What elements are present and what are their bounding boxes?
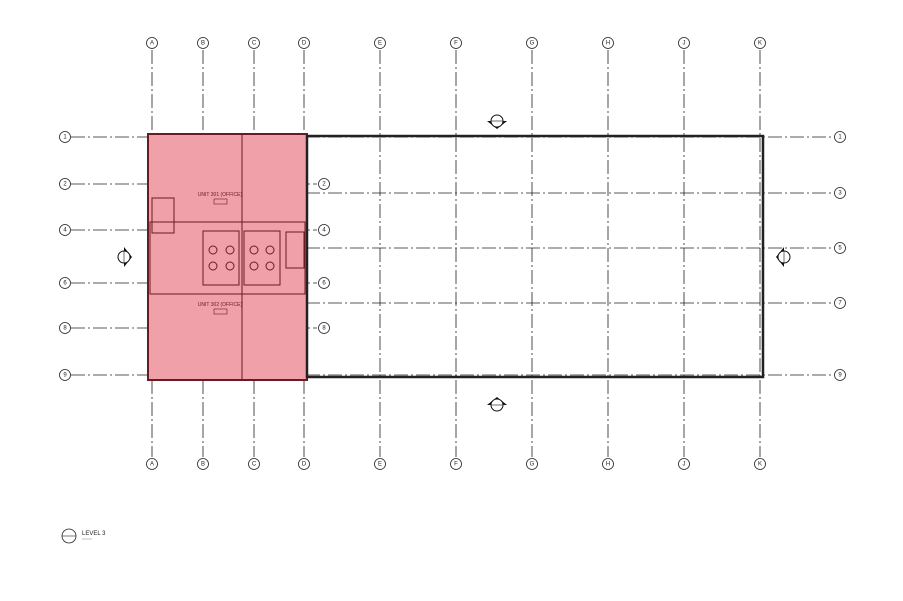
grid-bubble-left-2: 2 — [59, 178, 71, 190]
grid-bubble-right-9-label: 9 — [838, 373, 842, 379]
grid-bubble-top-H-label: H — [606, 41, 610, 47]
grid-bubble-mid-4: 4 — [318, 224, 330, 236]
unit-302-label: UNIT 302 (OFFICE) — [198, 302, 243, 308]
grid-bubble-mid-8-label: 8 — [322, 326, 326, 332]
grid-bubble-mid-2: 2 — [318, 178, 330, 190]
grid-bubble-top-A: A — [146, 37, 158, 49]
grid-bubble-right-5: 5 — [834, 242, 846, 254]
grid-bubble-bottom-J-label: J — [683, 462, 686, 468]
grid-bubble-bottom-E: E — [374, 458, 386, 470]
grid-bubble-left-1-label: 1 — [63, 135, 67, 141]
grid-bubble-top-B-label: B — [201, 41, 205, 47]
section-marker-3 — [117, 247, 132, 267]
grid-bubble-top-E-label: E — [378, 41, 382, 47]
grid-bubble-top-E: E — [374, 37, 386, 49]
unit-301-label: UNIT 301 (OFFICE) — [198, 192, 243, 198]
grid-bubble-left-4: 4 — [59, 224, 71, 236]
grid-bubble-mid-2-label: 2 — [322, 182, 326, 188]
grid-bubble-top-K-label: K — [758, 41, 762, 47]
grid-bubble-bottom-H: H — [602, 458, 614, 470]
grid-bubble-bottom-K-label: K — [758, 462, 762, 468]
section-markers — [117, 114, 791, 412]
grid-bubble-bottom-F-label: F — [454, 462, 458, 468]
grid-bubble-top-B: B — [197, 37, 209, 49]
grid-bubble-top-C: C — [248, 37, 260, 49]
grid-bubble-top-D: D — [298, 37, 310, 49]
grid-bubble-bottom-G-label: G — [530, 462, 535, 468]
grid-bubble-bottom-J: J — [678, 458, 690, 470]
grid-bubble-top-F-label: F — [454, 41, 458, 47]
grid-bubble-top-G: G — [526, 37, 538, 49]
grid-bubble-left-8: 8 — [59, 322, 71, 334]
grid-bubble-top-J: J — [678, 37, 690, 49]
grid-bubble-bottom-E-label: E — [378, 462, 382, 468]
grid-bubble-mid-6-label: 6 — [322, 281, 326, 287]
grid-bubble-mid-8: 8 — [318, 322, 330, 334]
grid-bubble-bottom-D-label: D — [302, 462, 307, 468]
grid-lines: A A B B C C D D E E F F G G H H J J K K 1 2 4 6 8 9 2 4 6 8 1 3 5 7 9 — [59, 37, 846, 470]
building-outline — [305, 134, 765, 379]
grid-bubble-right-1: 1 — [834, 131, 846, 143]
grid-bubble-left-2-label: 2 — [63, 182, 67, 188]
unit-301-tag — [213, 198, 228, 205]
grid-bubble-top-A-label: A — [150, 41, 154, 47]
view-title: LEVEL 3 — [61, 528, 106, 544]
grid-bubble-top-K: K — [754, 37, 766, 49]
grid-bubble-left-4-label: 4 — [63, 228, 67, 234]
grid-bubble-right-7-label: 7 — [838, 301, 842, 307]
grid-bubble-left-6-label: 6 — [63, 281, 67, 287]
grid-bubble-bottom-A: A — [146, 458, 158, 470]
grid-bubble-top-C-label: C — [252, 41, 257, 47]
grid-bubble-top-H: H — [602, 37, 614, 49]
grid-bubble-bottom-B: B — [197, 458, 209, 470]
grid-bubble-bottom-C: C — [248, 458, 260, 470]
grid-bubble-right-7: 7 — [834, 297, 846, 309]
grid-bubble-left-6: 6 — [59, 277, 71, 289]
grid-bubble-bottom-K: K — [754, 458, 766, 470]
grid-bubble-left-8-label: 8 — [63, 326, 67, 332]
grid-bubble-right-3-label: 3 — [838, 191, 842, 197]
unit-302-tag — [213, 308, 228, 315]
grid-bubble-mid-4-label: 4 — [322, 228, 326, 234]
grid-bubble-bottom-H-label: H — [606, 462, 610, 468]
grid-bubble-top-F: F — [450, 37, 462, 49]
grid-bubble-bottom-C-label: C — [252, 462, 257, 468]
grid-bubble-left-1: 1 — [59, 131, 71, 143]
grid-bubble-bottom-G: G — [526, 458, 538, 470]
grid-bubble-mid-6: 6 — [318, 277, 330, 289]
view-title-label: LEVEL 3 — [82, 531, 106, 537]
core-walls — [149, 134, 306, 380]
section-marker-1 — [487, 114, 507, 129]
grid-bubble-right-5-label: 5 — [838, 246, 842, 252]
section-marker-2 — [487, 397, 507, 412]
section-marker-4 — [776, 247, 791, 267]
grid-bubble-left-9-label: 9 — [63, 373, 67, 379]
grid-bubble-top-G-label: G — [530, 41, 535, 47]
tenant-area-highlight — [147, 133, 308, 381]
grid-bubble-bottom-A-label: A — [150, 462, 154, 468]
grid-bubble-right-9: 9 — [834, 369, 846, 381]
grid-bubble-top-J-label: J — [683, 41, 686, 47]
grid-bubble-right-3: 3 — [834, 187, 846, 199]
grid-bubble-left-9: 9 — [59, 369, 71, 381]
grid-bubble-bottom-D: D — [298, 458, 310, 470]
grid-bubble-bottom-F: F — [450, 458, 462, 470]
grid-bubble-bottom-B-label: B — [201, 462, 205, 468]
grid-bubble-right-1-label: 1 — [838, 135, 842, 141]
grid-bubble-top-D-label: D — [302, 41, 307, 47]
